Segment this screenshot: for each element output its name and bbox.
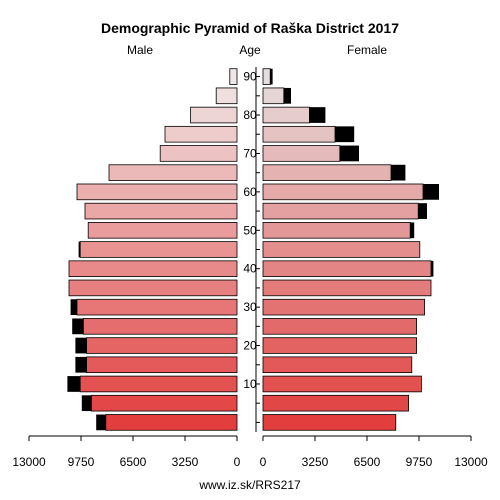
male-x-tick-label: 6500 xyxy=(120,455,147,469)
male-excess-bar xyxy=(81,395,92,412)
age-tick-label: 70 xyxy=(243,146,257,160)
male-bar xyxy=(159,145,238,162)
female-bar xyxy=(262,125,336,143)
age-label: Age xyxy=(239,43,261,57)
male-excess-bar xyxy=(70,299,77,316)
female-bar xyxy=(262,222,411,239)
female-bar xyxy=(262,87,285,105)
female-bar xyxy=(262,394,410,412)
female-bar xyxy=(262,279,432,297)
male-excess-bar xyxy=(78,241,81,258)
female-excess-bar xyxy=(283,87,291,104)
male-bar xyxy=(87,222,238,239)
male-bar xyxy=(76,298,238,316)
female-bar xyxy=(262,164,392,181)
chart-title: Demographic Pyramid of Raška District 20… xyxy=(101,20,399,36)
female-x-tick-label: 6500 xyxy=(354,455,381,469)
male-excess-bar xyxy=(75,356,87,373)
male-excess-bar xyxy=(67,376,81,392)
age-tick-label: 80 xyxy=(243,108,257,122)
female-bar xyxy=(262,202,419,220)
female-bar xyxy=(262,414,397,431)
male-bar xyxy=(86,337,238,354)
age-tick-label: 60 xyxy=(243,185,257,199)
male-x-tick-label: 3250 xyxy=(172,455,199,469)
male-bar xyxy=(79,375,238,393)
female-excess-bar xyxy=(431,260,434,277)
female-bar xyxy=(262,241,421,258)
female-x-tick-label: 3250 xyxy=(302,455,329,469)
male-bar xyxy=(190,106,238,124)
age-tick-label: 20 xyxy=(243,339,257,353)
age-tick-label: 10 xyxy=(243,377,257,391)
male-x-tick-label: 9750 xyxy=(68,455,95,469)
male-bar xyxy=(68,279,238,297)
male-bar xyxy=(86,356,238,374)
female-bar xyxy=(262,356,413,374)
footer-url: www.iz.sk/RRS217 xyxy=(198,478,301,492)
female-bar xyxy=(262,375,422,393)
male-x-tick-label: 0 xyxy=(234,455,241,469)
male-bar xyxy=(108,164,238,181)
male-bar xyxy=(76,183,238,201)
female-bar xyxy=(262,145,341,162)
male-label: Male xyxy=(127,43,153,57)
male-bar xyxy=(84,202,238,220)
male-excess-bar xyxy=(75,337,87,354)
male-x-tick-label: 13000 xyxy=(12,455,46,469)
male-bar xyxy=(91,394,238,412)
female-bar xyxy=(262,68,271,85)
bars-layer xyxy=(67,68,439,431)
female-excess-bar xyxy=(391,164,406,181)
female-excess-bar xyxy=(410,222,415,239)
age-tick-label: 40 xyxy=(243,262,257,276)
female-excess-bar xyxy=(423,183,439,200)
female-excess-bar xyxy=(335,126,355,143)
age-tick-label: 30 xyxy=(243,300,257,314)
female-bar xyxy=(262,337,418,354)
age-tick-label: 90 xyxy=(243,70,257,84)
female-excess-bar xyxy=(418,203,427,219)
female-bar xyxy=(262,106,310,124)
female-excess-bar xyxy=(270,68,273,85)
male-bar xyxy=(164,125,238,143)
female-excess-bar xyxy=(339,145,359,162)
female-x-tick-label: 0 xyxy=(260,455,267,469)
female-bar xyxy=(262,318,418,335)
female-x-tick-label: 13000 xyxy=(454,455,488,469)
female-bar xyxy=(262,298,426,316)
female-label: Female xyxy=(347,43,387,57)
age-tick-label: 50 xyxy=(243,223,257,237)
female-x-tick-label: 9750 xyxy=(406,455,433,469)
female-bar xyxy=(262,183,424,201)
male-bar xyxy=(229,68,238,85)
male-bar xyxy=(215,87,238,105)
male-bar xyxy=(79,241,238,258)
axes-layer: 0 0 3250 3250 6500 6500 9750 9750 13000 13000 10 20… xyxy=(12,67,488,469)
male-bar xyxy=(68,260,238,277)
female-excess-bar xyxy=(309,107,326,123)
male-bar xyxy=(83,318,238,335)
female-bar xyxy=(262,260,432,277)
male-excess-bar xyxy=(72,318,84,335)
male-bar xyxy=(105,414,238,431)
male-excess-bar xyxy=(96,414,106,431)
